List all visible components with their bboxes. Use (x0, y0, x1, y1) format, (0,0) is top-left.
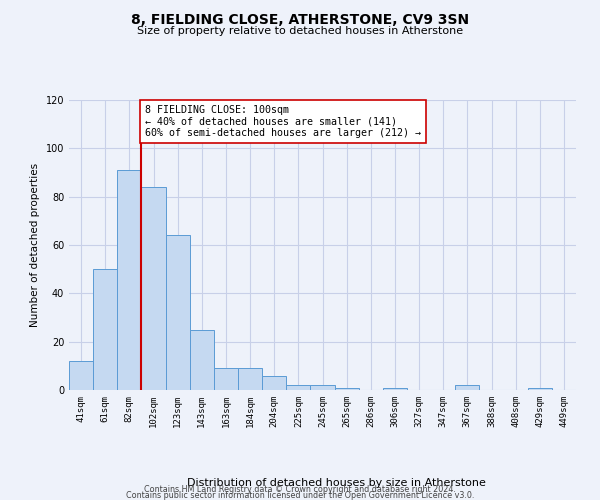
Bar (238, 368, 262, 390)
Text: Size of property relative to detached houses in Atherstone: Size of property relative to detached ho… (137, 26, 463, 36)
Bar (117, 170, 142, 390)
Bar (286, 385, 310, 390)
Text: Contains public sector information licensed under the Open Government Licence v3: Contains public sector information licen… (126, 491, 474, 500)
Bar (310, 385, 335, 390)
Bar (214, 368, 238, 390)
Text: Distribution of detached houses by size in Atherstone: Distribution of detached houses by size … (187, 478, 485, 488)
Bar (93, 269, 117, 390)
Text: Contains HM Land Registry data © Crown copyright and database right 2024.: Contains HM Land Registry data © Crown c… (144, 485, 456, 494)
Y-axis label: Number of detached properties: Number of detached properties (30, 163, 40, 327)
Text: 8, FIELDING CLOSE, ATHERSTONE, CV9 3SN: 8, FIELDING CLOSE, ATHERSTONE, CV9 3SN (131, 12, 469, 26)
Bar (528, 388, 552, 390)
Bar (190, 330, 214, 390)
Text: 8 FIELDING CLOSE: 100sqm
← 40% of detached houses are smaller (141)
60% of semi-: 8 FIELDING CLOSE: 100sqm ← 40% of detach… (145, 105, 421, 138)
Bar (383, 388, 407, 390)
Bar (69, 361, 93, 390)
Bar (142, 187, 166, 390)
Bar (335, 388, 359, 390)
Bar (166, 236, 190, 390)
Bar (455, 385, 479, 390)
Bar (262, 376, 286, 390)
